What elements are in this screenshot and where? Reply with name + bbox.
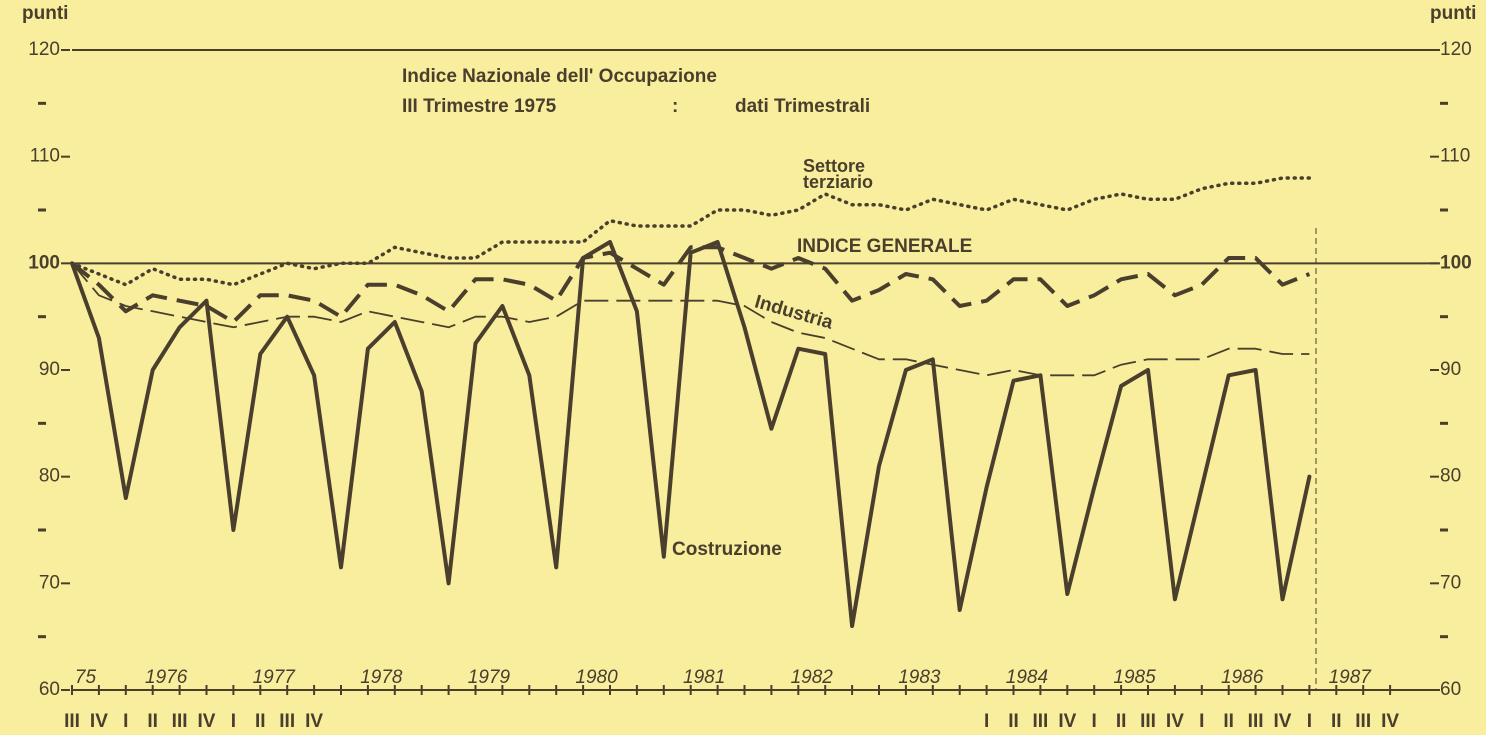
y-unit-right: punti xyxy=(1430,3,1476,24)
quarter-label: II xyxy=(255,711,266,732)
quarter-label: IV xyxy=(1058,711,1076,732)
quarter-label: I xyxy=(1092,711,1097,732)
y-tick-label-right: 90 xyxy=(1440,359,1461,380)
quarter-label: I xyxy=(1307,711,1312,732)
y-tick-label-right: 100 xyxy=(1440,252,1472,273)
chart-subtitle: III Trimestre 1975 xyxy=(402,96,557,117)
quarter-label: I xyxy=(123,711,128,732)
quarter-label: III xyxy=(279,711,295,732)
y-tick-label: 120 xyxy=(28,39,60,60)
chart-subtitle: : xyxy=(672,96,678,117)
series-label: Settore terziario xyxy=(803,156,874,192)
year-label: 1982 xyxy=(791,667,834,688)
quarter-label: III xyxy=(1355,711,1371,732)
quarter-label: II xyxy=(1116,711,1127,732)
year-label: 1977 xyxy=(253,667,297,688)
year-label: 75 xyxy=(75,667,97,688)
quarter-label: IV xyxy=(1166,711,1184,732)
chart-subtitle: dati Trimestrali xyxy=(735,96,870,117)
year-label: 1976 xyxy=(145,667,188,688)
y-tick-label: 110 xyxy=(30,146,60,167)
year-label: 1987 xyxy=(1329,667,1373,688)
y-unit-left: punti xyxy=(22,3,68,24)
y-tick-label-right: 120 xyxy=(1440,39,1472,60)
year-label: 1980 xyxy=(575,667,618,688)
series-line xyxy=(70,245,1311,324)
y-tick-label: 80 xyxy=(39,466,60,487)
year-label: 1984 xyxy=(1006,667,1048,688)
quarter-label: IV xyxy=(1274,711,1292,732)
quarter-label: III xyxy=(1032,711,1048,732)
quarter-label: III xyxy=(64,711,80,732)
year-label: 1983 xyxy=(898,667,941,688)
quarter-label: II xyxy=(1223,711,1234,732)
quarter-label: III xyxy=(1140,711,1156,732)
series-line xyxy=(70,176,1312,287)
y-tick-label: 60 xyxy=(39,679,60,700)
quarter-label: III xyxy=(1248,711,1264,732)
quarter-label: IV xyxy=(1381,711,1399,732)
quarter-label: I xyxy=(984,711,989,732)
y-tick-label-right: 80 xyxy=(1440,466,1461,487)
y-tick-label: 90 xyxy=(39,359,60,380)
year-label: 1979 xyxy=(468,667,511,688)
quarter-label: I xyxy=(231,711,236,732)
series-label: Industria xyxy=(752,291,835,333)
y-tick-label-right: 60 xyxy=(1440,679,1461,700)
quarter-label: II xyxy=(1008,711,1019,732)
y-tick-label-right: 70 xyxy=(1440,572,1461,593)
series-label: INDICE GENERALE xyxy=(797,236,972,257)
year-label: 1986 xyxy=(1221,667,1264,688)
year-label: 1981 xyxy=(683,667,725,688)
y-tick-label: 70 xyxy=(39,572,60,593)
year-label: 1978 xyxy=(360,667,403,688)
quarter-label: I xyxy=(1199,711,1204,732)
y-tick-label-right: 110 xyxy=(1440,146,1470,167)
y-tick-label: 100 xyxy=(28,252,60,273)
quarter-label: II xyxy=(1331,711,1342,732)
quarter-label: IV xyxy=(90,711,108,732)
quarter-label: II xyxy=(147,711,158,732)
quarter-label: III xyxy=(172,711,188,732)
chart-title: Indice Nazionale dell' Occupazione xyxy=(402,66,717,87)
quarter-label: IV xyxy=(198,711,216,732)
year-label: 1985 xyxy=(1113,667,1156,688)
series-label: Costruzione xyxy=(672,539,782,560)
quarter-label: IV xyxy=(305,711,323,732)
series-line xyxy=(71,262,1310,377)
series-line xyxy=(70,240,1312,628)
